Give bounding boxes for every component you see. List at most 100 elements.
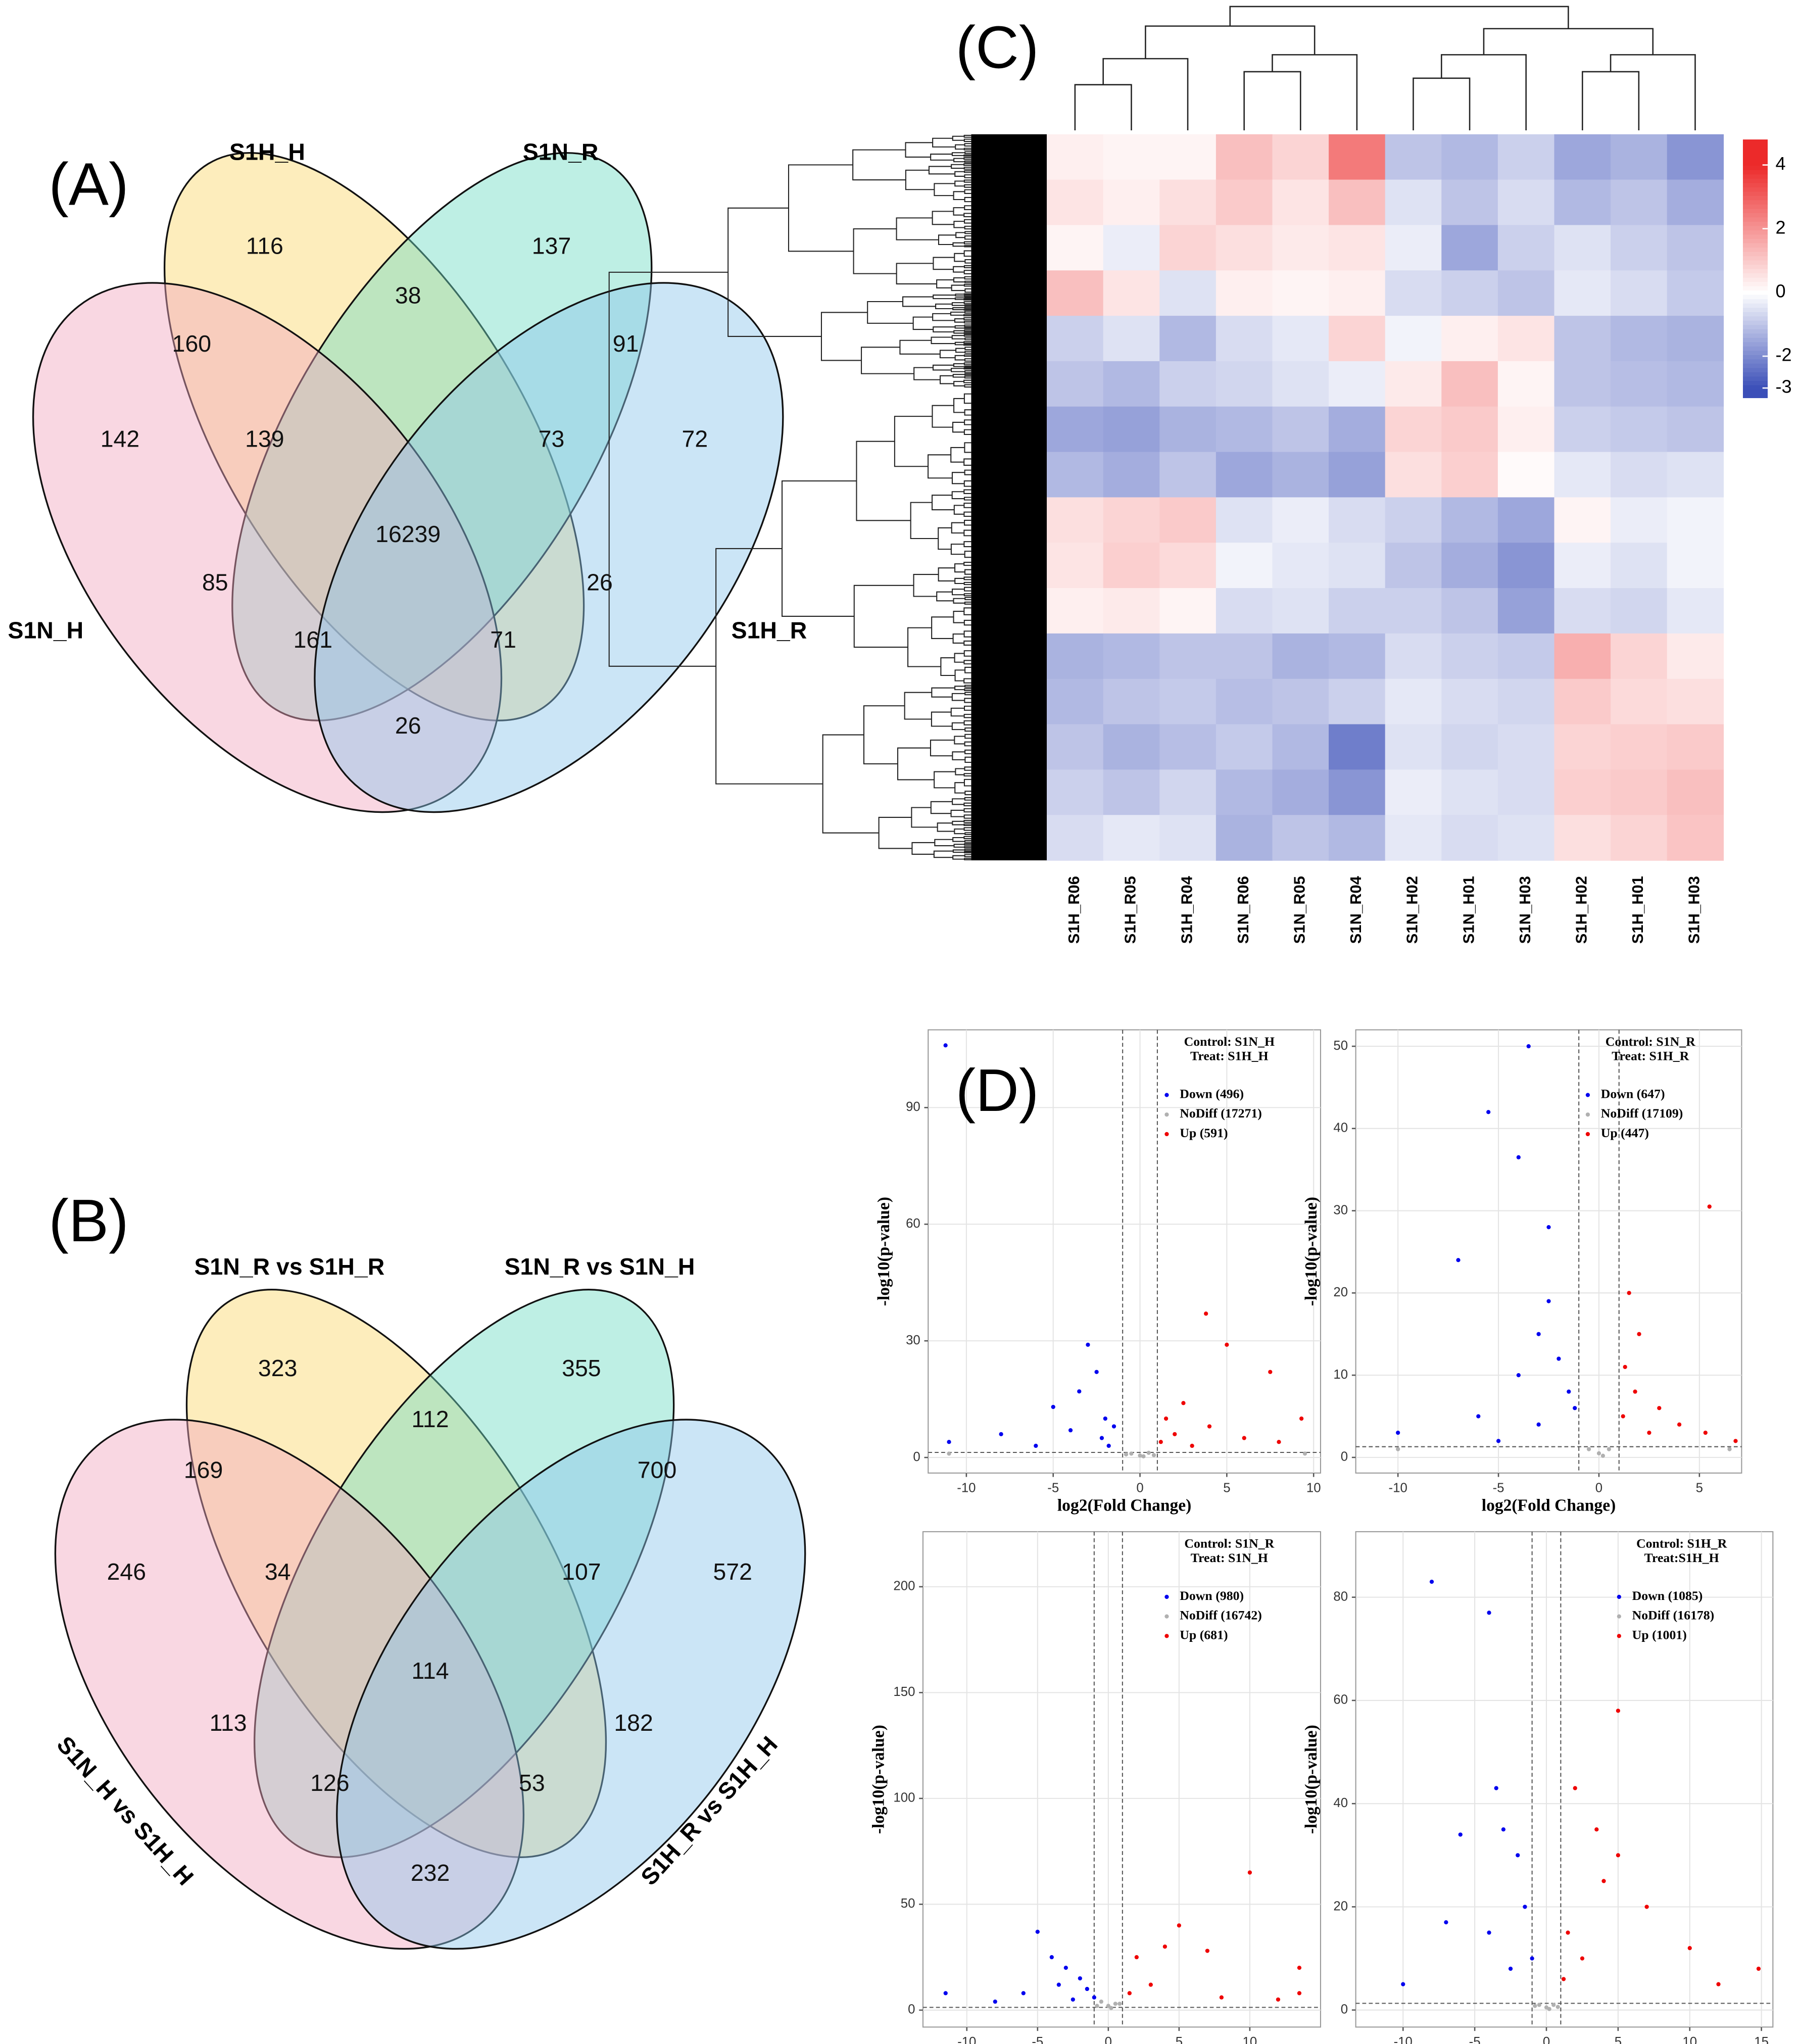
- point: [1127, 1991, 1132, 1996]
- heatmap-cell: [1215, 633, 1273, 679]
- legend-label: Up (681): [1180, 1627, 1228, 1642]
- heatmap-cell: [1272, 588, 1329, 634]
- row-dendrogram: [963, 138, 971, 142]
- row-dendrogram: [963, 241, 971, 245]
- set-label: S1N_H: [8, 617, 84, 644]
- heatmap-cell: [1497, 543, 1555, 589]
- point: [1567, 1389, 1571, 1394]
- y-tick-label: 0: [913, 1450, 920, 1464]
- legend-swatch: [1585, 1112, 1590, 1117]
- region-count: 161: [294, 626, 332, 653]
- row-dendrogram: [955, 232, 965, 238]
- row-dendrogram: [964, 280, 971, 283]
- y-tick-label: 10: [1333, 1368, 1348, 1382]
- heatmap-cell: [1554, 134, 1611, 180]
- point: [1621, 1414, 1625, 1419]
- heatmap-cell: [1159, 406, 1217, 453]
- colorbar-step: [1742, 320, 1768, 325]
- point: [1103, 1416, 1107, 1421]
- row-dendrogram: [953, 191, 965, 201]
- heatmap-cell: [1103, 134, 1160, 180]
- row-dendrogram: [964, 245, 971, 248]
- x-tick-label: 10: [1682, 2035, 1697, 2044]
- colorbar-step: [1742, 359, 1768, 364]
- heatmap-cell: [1667, 452, 1724, 498]
- set-label: S1H_H: [229, 139, 305, 165]
- colorbar-step: [1742, 152, 1768, 158]
- heatmap-cell: [1272, 497, 1329, 544]
- heatmap-cell: [1441, 452, 1498, 498]
- row-dendrogram: [963, 851, 971, 854]
- region-count: 169: [184, 1456, 223, 1483]
- point: [1051, 1404, 1055, 1409]
- panel-label: (C): [956, 15, 1039, 81]
- heatmap-cell: [1215, 452, 1273, 498]
- row-dendrogram: [964, 688, 971, 691]
- panel-label: (A): [48, 152, 128, 218]
- row-dendrogram: [963, 593, 971, 597]
- heatmap-cell: [1554, 543, 1611, 589]
- row-dendrogram: [904, 692, 932, 720]
- heatmap-cell: [1159, 497, 1217, 544]
- x-tick-label: -5: [1047, 1481, 1059, 1495]
- heatmap-cell: [1611, 225, 1668, 271]
- heatmap-cell: [1329, 543, 1386, 589]
- heatmap-cell: [1272, 769, 1329, 815]
- heatmap-cell: [1047, 678, 1104, 725]
- row-dendrogram: [953, 330, 965, 334]
- x-tick-label: 5: [1223, 1481, 1230, 1495]
- row-dendrogram: [964, 419, 971, 425]
- region-count: 137: [532, 233, 571, 259]
- heatmap-cell: [1554, 452, 1611, 498]
- row-dendrogram: [963, 298, 971, 301]
- legend-label: Up (1001): [1632, 1627, 1687, 1642]
- point: [1487, 1611, 1491, 1615]
- row-dendrogram: [952, 751, 965, 760]
- point: [1703, 1430, 1708, 1435]
- y-tick-label: 30: [1333, 1203, 1348, 1217]
- row-dendrogram: [911, 807, 938, 828]
- row-dendrogram: [963, 354, 971, 357]
- heatmap-cell: [1272, 179, 1329, 226]
- point: [993, 2000, 997, 2004]
- point: [943, 1991, 948, 1996]
- heatmap-cell: [1385, 452, 1442, 498]
- heatmap-cell: [1554, 179, 1611, 226]
- row-dendrogram: [964, 365, 971, 368]
- heatmap-cell: [1667, 406, 1724, 453]
- colorbar-tick-label: -2: [1776, 345, 1792, 365]
- colorbar-step: [1742, 169, 1768, 175]
- heatmap-cell: [1385, 678, 1442, 725]
- point: [1277, 1440, 1281, 1444]
- heatmap-cell: [1497, 815, 1555, 861]
- point: [1276, 1997, 1281, 2002]
- point: [1687, 1946, 1692, 1951]
- row-dendrogram: [964, 846, 971, 849]
- heatmap-cell: [1103, 633, 1160, 679]
- heatmap-cell: [1385, 769, 1442, 815]
- point: [1573, 1786, 1577, 1790]
- legend-label: Up (447): [1601, 1126, 1649, 1140]
- row-dendrogram: [964, 666, 971, 673]
- heatmap-cell: [1667, 179, 1724, 226]
- heatmap-cell: [1272, 633, 1329, 679]
- heatmap-cell: [1329, 588, 1386, 634]
- point: [1547, 2007, 1551, 2011]
- point: [1523, 1905, 1527, 1909]
- row-dendrogram: [905, 142, 933, 158]
- heatmap-cell: [1611, 452, 1668, 498]
- heatmap-cell: [1103, 588, 1160, 634]
- heatmap-cell: [1497, 361, 1555, 407]
- heatmap-cell: [1554, 225, 1611, 271]
- heatmap-cell: [1611, 815, 1668, 861]
- row-dendrogram: [953, 207, 965, 216]
- heatmap-cell: [1103, 815, 1160, 861]
- point: [1494, 1786, 1498, 1790]
- heatmap-cell: [1272, 134, 1329, 180]
- colorbar-step: [1742, 229, 1768, 235]
- heatmap-cell: [1047, 769, 1104, 815]
- colorbar-step: [1742, 307, 1768, 312]
- point: [1190, 1443, 1194, 1448]
- y-tick-label: 0: [908, 2003, 915, 2017]
- annotation: Control: S1H_R: [1636, 1536, 1727, 1551]
